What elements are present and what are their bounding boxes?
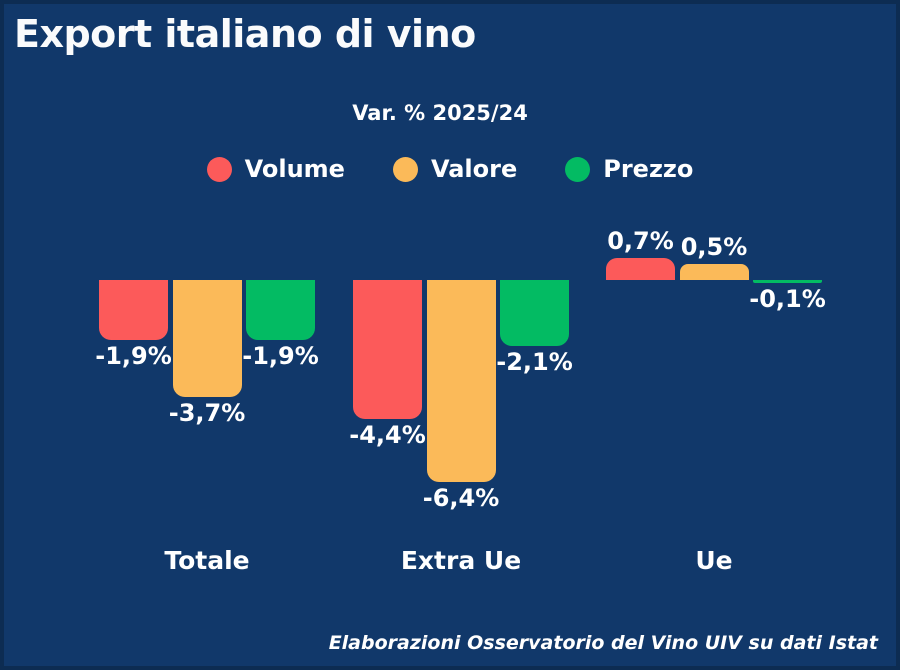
bar-value-label-prezzo-extra-ue: -2,1% (496, 348, 573, 376)
bar-prezzo-extra-ue (500, 280, 569, 346)
bar-valore-ue (679, 264, 749, 280)
legend-label: Volume (244, 155, 345, 183)
bar-volume-totale (99, 280, 168, 340)
bar-volume-extra-ue (353, 280, 422, 419)
bar-value-label-volume-ue: 0,7% (607, 227, 674, 255)
bar-valore-totale (172, 280, 242, 397)
legend-item-volume: Volume (206, 155, 345, 183)
category-label-extra-ue: Extra Ue (400, 546, 522, 575)
category-label-ue: Ue (695, 546, 733, 575)
bar-valore-extra-ue (426, 280, 496, 482)
bar-prezzo-ue (753, 280, 822, 283)
category-label-totale: Totale (164, 546, 250, 575)
bar-value-label-valore-extra-ue: -6,4% (422, 484, 500, 512)
bar-value-label-prezzo-totale: -1,9% (242, 342, 319, 370)
bar-value-label-prezzo-ue: -0,1% (749, 285, 826, 313)
legend-dot-prezzo (565, 156, 591, 182)
chart-subtitle: Var. % 2025/24 (352, 101, 528, 125)
legend-item-prezzo: Prezzo (565, 155, 693, 183)
legend-dot-valore (392, 156, 418, 182)
bar-value-label-valore-ue: 0,5% (680, 233, 748, 261)
bar-prezzo-totale (246, 280, 315, 340)
legend-item-valore: Valore (392, 155, 518, 183)
page-title: Export italiano di vino (14, 12, 476, 56)
bar-volume-ue (606, 258, 675, 280)
source-credit: Elaborazioni Osservatorio del Vino UIV s… (328, 632, 878, 654)
bar-value-label-volume-totale: -1,9% (95, 342, 172, 370)
legend: Volume Valore Prezzo (0, 155, 900, 183)
legend-label: Valore (430, 155, 518, 183)
bar-value-label-volume-extra-ue: -4,4% (349, 421, 426, 449)
legend-dot-volume (206, 156, 232, 182)
legend-label: Prezzo (603, 155, 694, 183)
bar-value-label-valore-totale: -3,7% (168, 399, 246, 427)
